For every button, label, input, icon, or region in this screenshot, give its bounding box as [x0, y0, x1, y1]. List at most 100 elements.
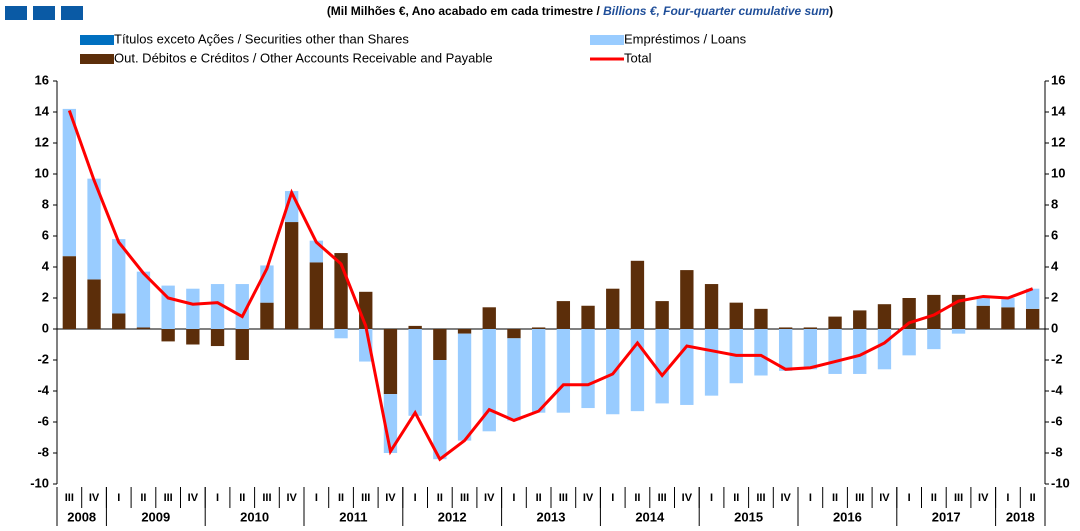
- year-label: 2011: [339, 509, 367, 524]
- bar: [136, 327, 151, 329]
- logo-block: [61, 6, 83, 20]
- y-tick-label: 8: [42, 196, 49, 211]
- bar: [284, 222, 299, 329]
- bar: [927, 329, 941, 350]
- y2-tick-label: 0: [1051, 320, 1058, 335]
- bar: [680, 329, 694, 405]
- y2-tick-label: 12: [1051, 134, 1065, 149]
- x-tick-label: III: [954, 492, 963, 504]
- bar: [408, 329, 422, 416]
- y-tick-label: -8: [37, 444, 49, 459]
- x-tick-label: I: [710, 492, 713, 504]
- y2-tick-label: 8: [1051, 196, 1058, 211]
- bar: [927, 294, 941, 329]
- x-tick-label: II: [931, 492, 937, 504]
- year-label: 2018: [1006, 509, 1035, 524]
- bar: [976, 296, 990, 306]
- y-tick-label: -4: [37, 382, 49, 397]
- y-tick-label: 10: [35, 165, 49, 180]
- bar: [186, 288, 200, 329]
- legend-swatch: [80, 35, 114, 45]
- x-tick-label: I: [117, 492, 120, 504]
- y-tick-label: 6: [42, 227, 49, 242]
- bar: [62, 256, 77, 329]
- bar: [704, 329, 719, 396]
- x-tick-label: III: [559, 492, 568, 504]
- bar: [482, 329, 496, 432]
- bar: [334, 329, 348, 339]
- y-tick-label: -2: [37, 351, 49, 366]
- x-tick-label: IV: [780, 492, 791, 504]
- bar: [1001, 307, 1015, 329]
- y2-tick-label: 6: [1051, 227, 1058, 242]
- y2-tick-label: 16: [1051, 72, 1065, 87]
- y-tick-label: 2: [42, 289, 49, 304]
- x-tick-label: IV: [484, 492, 495, 504]
- bar: [754, 329, 768, 376]
- legend-swatch: [80, 54, 114, 64]
- line: [67, 109, 1034, 462]
- x-tick-label: I: [315, 492, 318, 504]
- bar: [507, 338, 521, 421]
- x-tick-label: I: [216, 492, 219, 504]
- year-label: 2010: [240, 509, 269, 524]
- bar: [976, 305, 990, 329]
- legend-label: Empréstimos / Loans: [624, 31, 747, 46]
- y2-tick-label: 4: [1051, 258, 1059, 273]
- y-tick-label: -10: [30, 475, 49, 490]
- bar: [210, 329, 225, 347]
- bar: [828, 329, 842, 374]
- legend-label: Títulos exceto Ações / Securities other …: [114, 31, 409, 46]
- bar: [309, 262, 324, 329]
- year-label: 2009: [141, 509, 170, 524]
- x-tick-label: III: [164, 492, 173, 504]
- legend-swatch: [590, 35, 624, 45]
- bar: [531, 327, 546, 329]
- x-tick-label: II: [634, 492, 640, 504]
- y2-tick-label: -10: [1051, 475, 1070, 490]
- bar: [581, 329, 595, 409]
- y-tick-label: -6: [37, 413, 49, 428]
- bar: [853, 329, 867, 374]
- y-tick-label: 16: [35, 72, 49, 87]
- x-tick-label: IV: [682, 492, 693, 504]
- legend-label: Out. Débitos e Créditos / Other Accounts…: [114, 50, 493, 65]
- y-tick-label: 0: [42, 320, 49, 335]
- bar: [210, 284, 225, 329]
- x-tick-label: IV: [879, 492, 890, 504]
- year-label: 2015: [734, 509, 763, 524]
- x-tick-label: II: [437, 492, 443, 504]
- legend-label: Total: [624, 50, 652, 65]
- year-label: 2012: [438, 509, 467, 524]
- x-tick-label: IV: [286, 492, 297, 504]
- logo-block: [33, 6, 55, 20]
- bar: [1025, 288, 1040, 309]
- title-part: ): [829, 4, 833, 18]
- bar: [531, 329, 546, 413]
- bar: [902, 329, 916, 356]
- bar: [457, 333, 472, 441]
- x-tick-label: II: [832, 492, 838, 504]
- x-tick-label: I: [809, 492, 812, 504]
- year-label: 2014: [635, 509, 665, 524]
- bar: [556, 301, 571, 329]
- bar: [457, 329, 472, 334]
- x-tick-label: II: [1030, 492, 1036, 504]
- y2-tick-label: -6: [1051, 413, 1063, 428]
- x-tick-label: III: [361, 492, 370, 504]
- bar: [112, 313, 126, 329]
- x-tick-label: I: [611, 492, 614, 504]
- bar: [704, 284, 719, 329]
- bar: [383, 329, 398, 395]
- x-tick-label: II: [338, 492, 344, 504]
- y-tick-label: 14: [35, 103, 50, 118]
- bar: [803, 329, 818, 370]
- bar: [235, 284, 249, 329]
- y2-tick-label: -8: [1051, 444, 1063, 459]
- y2-tick-label: -4: [1051, 382, 1063, 397]
- x-tick-label: III: [262, 492, 271, 504]
- bar: [433, 360, 447, 460]
- bar: [87, 279, 101, 329]
- bar: [507, 329, 521, 339]
